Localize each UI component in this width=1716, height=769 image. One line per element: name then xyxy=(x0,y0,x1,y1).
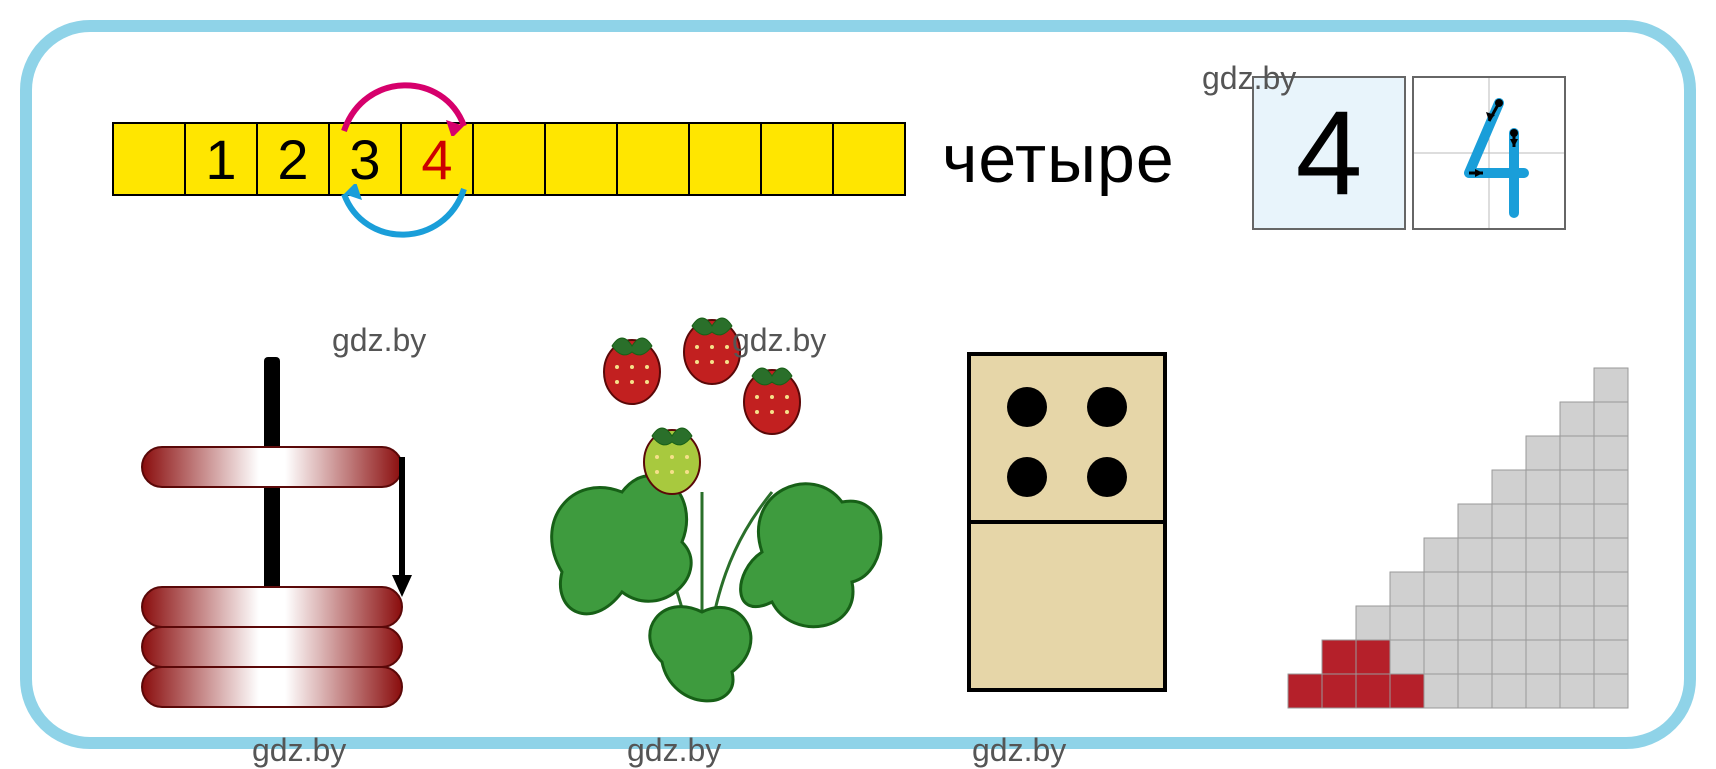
watermark: gdz.by xyxy=(252,732,346,769)
number-strip: 1234 xyxy=(112,122,906,196)
strip-cell xyxy=(112,122,186,196)
strip-cell xyxy=(760,122,834,196)
arrow-forward-icon xyxy=(324,76,484,136)
ring-stack xyxy=(112,337,432,717)
arrow-back-icon xyxy=(324,184,484,244)
rounded-frame: 1234 четыре 4 xyxy=(20,20,1696,749)
domino-tile xyxy=(967,352,1167,692)
watermark: gdz.by xyxy=(972,732,1066,769)
strip-cell: 2 xyxy=(256,122,330,196)
digit-print: 4 xyxy=(1252,76,1406,230)
staircase-grid xyxy=(1232,332,1632,712)
strip-cell xyxy=(544,122,618,196)
strip-cell xyxy=(832,122,906,196)
watermark: gdz.by xyxy=(627,732,721,769)
strip-cell: 1 xyxy=(184,122,258,196)
strip-cell xyxy=(688,122,762,196)
page: 1234 четыре 4 xyxy=(0,0,1716,769)
strip-cell xyxy=(616,122,690,196)
strawberry-plant xyxy=(512,292,892,712)
number-word: четыре xyxy=(942,120,1175,198)
digit-handwriting xyxy=(1412,76,1566,230)
content: 1234 четыре 4 xyxy=(32,32,1684,737)
